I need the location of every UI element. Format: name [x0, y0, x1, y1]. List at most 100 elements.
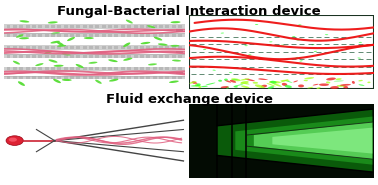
Ellipse shape [304, 80, 308, 81]
Bar [70, 67, 74, 70]
Polygon shape [254, 122, 372, 159]
Bar [4, 46, 185, 49]
Ellipse shape [54, 65, 64, 67]
Ellipse shape [233, 84, 243, 86]
Bar [45, 76, 49, 79]
Ellipse shape [231, 78, 240, 81]
Bar [108, 25, 112, 28]
Bar [83, 34, 87, 37]
Ellipse shape [95, 80, 102, 84]
Ellipse shape [240, 78, 249, 80]
Bar [178, 67, 182, 70]
Bar [127, 55, 131, 58]
Bar [172, 55, 176, 58]
Ellipse shape [126, 20, 133, 23]
Bar [102, 67, 106, 70]
Ellipse shape [224, 79, 228, 81]
Bar [64, 46, 68, 49]
Bar [6, 55, 11, 58]
Bar [121, 76, 125, 79]
Bar [51, 34, 55, 37]
Ellipse shape [62, 53, 71, 56]
Ellipse shape [13, 61, 20, 65]
Bar [178, 34, 182, 37]
Bar [89, 46, 93, 49]
Ellipse shape [326, 82, 330, 83]
Ellipse shape [172, 60, 181, 62]
Bar [89, 76, 93, 79]
Bar [4, 76, 185, 79]
Ellipse shape [299, 60, 303, 61]
Bar [19, 34, 23, 37]
Bar [140, 67, 144, 70]
Ellipse shape [293, 80, 298, 82]
Bar [178, 25, 182, 28]
Bar [13, 67, 17, 70]
Ellipse shape [62, 79, 72, 81]
Bar [121, 67, 125, 70]
Bar [51, 25, 55, 28]
Bar [140, 55, 144, 58]
Bar [19, 25, 23, 28]
Bar [140, 34, 144, 37]
Ellipse shape [255, 85, 265, 88]
Bar [38, 76, 42, 79]
Ellipse shape [326, 78, 336, 80]
Bar [45, 46, 49, 49]
Ellipse shape [285, 85, 292, 88]
Bar [159, 67, 163, 70]
Ellipse shape [44, 51, 53, 54]
Bar [108, 55, 112, 58]
Bar [115, 55, 118, 58]
Ellipse shape [261, 85, 267, 88]
Bar [146, 55, 150, 58]
Ellipse shape [18, 81, 25, 86]
Ellipse shape [295, 57, 299, 58]
Bar [115, 25, 118, 28]
Bar [153, 46, 156, 49]
Bar [133, 34, 138, 37]
Bar [76, 25, 81, 28]
Bar [153, 67, 156, 70]
Bar [146, 67, 150, 70]
Bar [95, 55, 99, 58]
Bar [140, 25, 144, 28]
Bar [13, 76, 17, 79]
Bar [159, 76, 163, 79]
Ellipse shape [76, 64, 84, 68]
Ellipse shape [158, 43, 168, 46]
Bar [51, 67, 55, 70]
Bar [89, 25, 93, 28]
Bar [32, 46, 36, 49]
Polygon shape [272, 128, 372, 154]
Ellipse shape [35, 63, 43, 66]
Bar [26, 34, 29, 37]
Ellipse shape [192, 82, 198, 84]
Ellipse shape [358, 80, 363, 81]
Ellipse shape [195, 84, 199, 87]
Ellipse shape [298, 24, 302, 25]
Ellipse shape [258, 78, 268, 80]
Ellipse shape [226, 86, 229, 89]
Bar [133, 25, 138, 28]
Bar [121, 46, 125, 49]
Bar [172, 34, 176, 37]
Bar [178, 76, 182, 79]
Ellipse shape [212, 70, 216, 71]
Bar [165, 67, 169, 70]
Ellipse shape [48, 59, 57, 63]
Bar [4, 24, 185, 28]
Bar [57, 34, 61, 37]
Bar [153, 25, 156, 28]
Bar [6, 67, 11, 70]
Bar [32, 67, 36, 70]
Ellipse shape [6, 136, 23, 145]
Ellipse shape [292, 36, 296, 37]
Bar [26, 25, 29, 28]
Bar [165, 46, 169, 49]
Ellipse shape [154, 37, 162, 41]
Bar [76, 55, 81, 58]
Ellipse shape [240, 81, 249, 84]
Bar [38, 34, 42, 37]
Ellipse shape [234, 86, 238, 88]
